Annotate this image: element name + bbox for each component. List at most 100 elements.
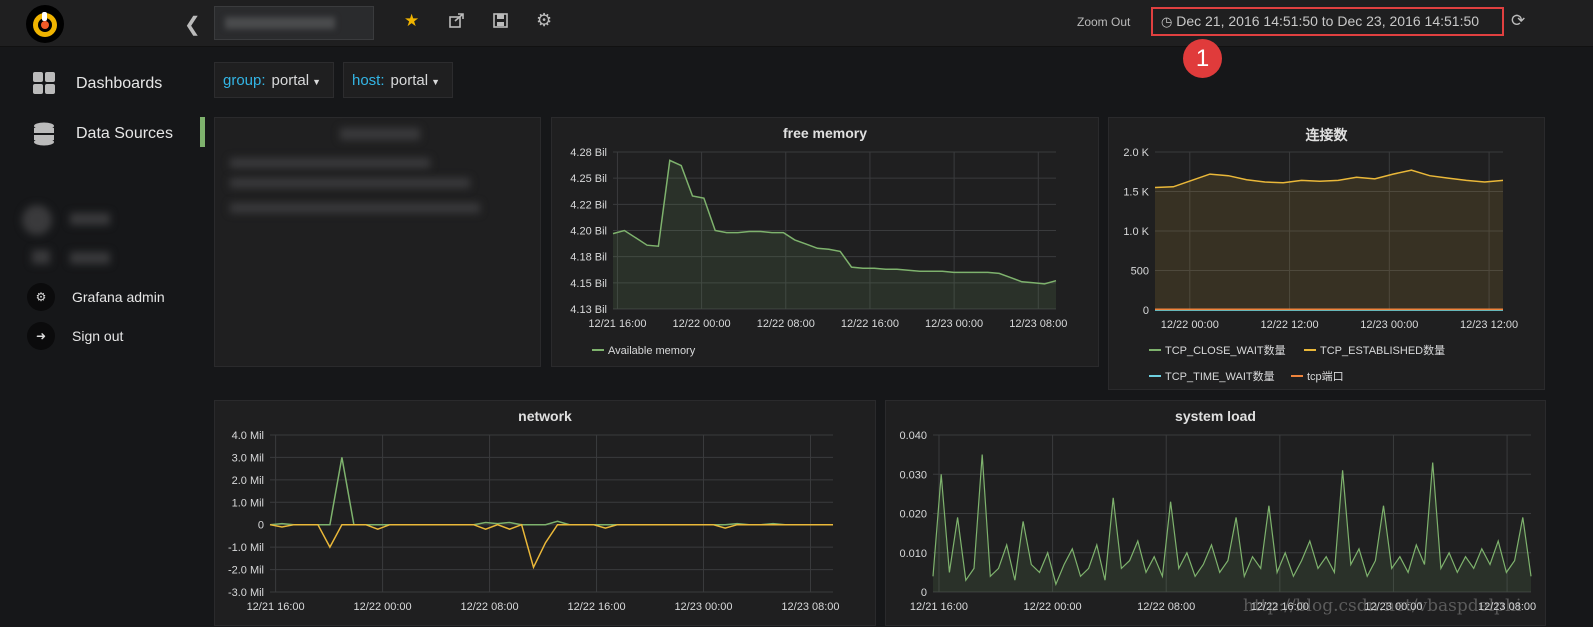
sign-out-icon: ➜ xyxy=(27,322,55,350)
x-tick-label: 12/22 16:00 xyxy=(567,601,625,613)
y-tick-label: 4.28 Bil xyxy=(570,147,607,159)
x-tick-label: 12/23 00:00 xyxy=(1360,319,1418,331)
star-icon[interactable]: ★ xyxy=(404,11,420,30)
x-tick-label: 12/22 16:00 xyxy=(1251,601,1309,613)
y-tick-label: 4.25 Bil xyxy=(570,173,607,185)
time-range-text: Dec 21, 2016 14:51:50 to Dec 23, 2016 14… xyxy=(1176,13,1480,29)
settings-gear-icon[interactable]: ⚙ xyxy=(536,10,553,30)
caret-down-icon: ▼ xyxy=(431,77,440,87)
legend-label: TCP_ESTABLISHED数量 xyxy=(1320,344,1445,357)
series-line xyxy=(269,523,833,570)
variable-host-dropdown[interactable]: host: portal ▼ xyxy=(343,62,453,98)
legend-label: tcp端口 xyxy=(1307,370,1344,383)
y-tick-label: 2.0 Mil xyxy=(232,475,264,487)
series-line xyxy=(612,159,1057,285)
annotation-badge: 1 xyxy=(1183,39,1222,78)
y-tick-label: -3.0 Mil xyxy=(228,587,264,599)
x-tick-label: 12/22 08:00 xyxy=(757,318,815,330)
x-tick-label: 12/22 08:00 xyxy=(461,601,519,613)
x-tick-label: 12/22 00:00 xyxy=(354,601,412,613)
org-icon-redacted xyxy=(32,250,50,264)
x-tick-label: 12/21 16:00 xyxy=(247,601,305,613)
legend-label: Available memory xyxy=(608,345,696,357)
y-tick-label: 0.010 xyxy=(899,548,927,560)
x-tick-label: 12/22 16:00 xyxy=(841,318,899,330)
system-load-chart: 0.040 0.030 0.020 0.010 0 12/21 16:00 12/22 00… xyxy=(899,430,1536,613)
y-tick-label: 4.15 Bil xyxy=(570,278,607,290)
x-tick-label: 12/23 00:00 xyxy=(1364,601,1422,613)
y-tick-label: 4.20 Bil xyxy=(570,226,607,238)
series-line xyxy=(932,454,1532,587)
dashboards-icon xyxy=(33,72,55,99)
y-tick-label: 1.5 K xyxy=(1123,187,1149,199)
y-tick-label: 3.0 Mil xyxy=(232,452,264,464)
y-tick-label: 0 xyxy=(921,587,927,599)
refresh-icon[interactable]: ⟳ xyxy=(1511,11,1526,30)
network-panel[interactable]: network 4.0 Mil 3.0 Mil 2.0 Mil 1.0 Mil 0 -1.… xyxy=(214,400,876,626)
x-tick-label: 12/23 00:00 xyxy=(925,318,983,330)
grafana-logo-icon[interactable] xyxy=(26,5,64,43)
series-area xyxy=(933,454,1531,592)
free-memory-chart: 4.28 Bil 4.25 Bil 4.22 Bil 4.20 Bil 4.18 Bil… xyxy=(570,147,1067,357)
time-range-picker[interactable]: ◷ Dec 21, 2016 14:51:50 to Dec 23, 2016 … xyxy=(1151,7,1504,36)
redacted-panel xyxy=(214,117,541,367)
org-name-redacted xyxy=(70,252,110,264)
x-tick-label: 12/22 00:00 xyxy=(1024,601,1082,613)
y-tick-label: 4.22 Bil xyxy=(570,199,607,211)
panel-title: 连接数 xyxy=(1305,127,1348,143)
series-area xyxy=(613,160,1056,309)
x-tick-label: 12/23 08:00 xyxy=(781,601,839,613)
caret-down-icon: ▼ xyxy=(312,77,321,87)
sidebar-item-grafana-admin[interactable]: Grafana admin xyxy=(72,289,165,305)
watermark: http://blog.csdn.net/vbaspdelphi xyxy=(1243,596,1522,616)
x-tick-label: 12/23 08:00 xyxy=(1009,318,1067,330)
variable-name: group: xyxy=(223,72,266,89)
y-tick-label: -1.0 Mil xyxy=(228,542,264,554)
y-tick-label: 4.13 Bil xyxy=(570,304,607,316)
panel-title: network xyxy=(518,408,572,424)
y-tick-label: 0.040 xyxy=(899,430,927,442)
save-icon[interactable] xyxy=(493,13,508,33)
x-tick-label: 12/23 12:00 xyxy=(1460,319,1518,331)
y-tick-label: 4.0 Mil xyxy=(232,430,264,442)
dashboard-title-button[interactable] xyxy=(214,6,374,40)
x-tick-label: 12/22 08:00 xyxy=(1137,601,1195,613)
variable-group-dropdown[interactable]: group: portal ▼ xyxy=(214,62,334,98)
series-area xyxy=(1155,170,1503,310)
legend-label: TCP_TIME_WAIT数量 xyxy=(1165,370,1275,383)
variable-value: portal xyxy=(390,72,429,89)
x-tick-label: 12/23 00:00 xyxy=(674,601,732,613)
series-line xyxy=(269,457,833,526)
x-tick-label: 12/21 16:00 xyxy=(910,601,968,613)
y-tick-label: -2.0 Mil xyxy=(228,565,264,577)
y-tick-label: 0.030 xyxy=(899,469,927,481)
y-tick-label: 500 xyxy=(1131,266,1149,278)
sidebar-item-data-sources[interactable]: Data Sources xyxy=(76,125,173,142)
x-tick-label: 12/22 00:00 xyxy=(1161,319,1219,331)
y-tick-label: 0.020 xyxy=(899,509,927,521)
x-tick-label: 12/22 00:00 xyxy=(673,318,731,330)
sidebar-item-sign-out[interactable]: Sign out xyxy=(72,328,124,344)
y-tick-label: 1.0 Mil xyxy=(232,497,264,509)
x-tick-label: 12/22 12:00 xyxy=(1260,319,1318,331)
x-tick-label: 12/23 08:00 xyxy=(1478,601,1536,613)
x-tick-label: 12/21 16:00 xyxy=(588,318,646,330)
system-load-panel[interactable]: system load 0.040 0.030 0.020 0.010 0 12/21 1… xyxy=(885,400,1546,626)
legend-label: TCP_CLOSE_WAIT数量 xyxy=(1165,344,1286,357)
variable-name: host: xyxy=(352,72,385,89)
connections-panel[interactable]: 连接数 2.0 K 1.5 K 1.0 K 500 0 12/22 00:00 12/22 … xyxy=(1108,117,1545,390)
avatar[interactable] xyxy=(22,205,52,235)
connections-chart: 2.0 K 1.5 K 1.0 K 500 0 12/22 00:00 12/22 12:0… xyxy=(1123,147,1518,383)
panel-title: system load xyxy=(1175,408,1256,424)
free-memory-panel[interactable]: free memory 4.28 Bil 4.25 Bil 4.22 Bil 4.20… xyxy=(551,117,1099,367)
sidebar-item-dashboards[interactable]: Dashboards xyxy=(76,75,163,92)
user-name-redacted xyxy=(70,213,110,225)
share-icon[interactable] xyxy=(449,12,465,33)
y-tick-label: 0 xyxy=(258,520,264,532)
clock-icon: ◷ xyxy=(1161,14,1173,29)
variable-value: portal xyxy=(271,72,310,89)
collapse-sidebar-chevron-icon[interactable]: ❮ xyxy=(184,14,201,36)
zoom-out-button[interactable]: Zoom Out xyxy=(1077,15,1131,29)
panel-title: free memory xyxy=(782,125,868,141)
active-indicator xyxy=(200,117,205,147)
